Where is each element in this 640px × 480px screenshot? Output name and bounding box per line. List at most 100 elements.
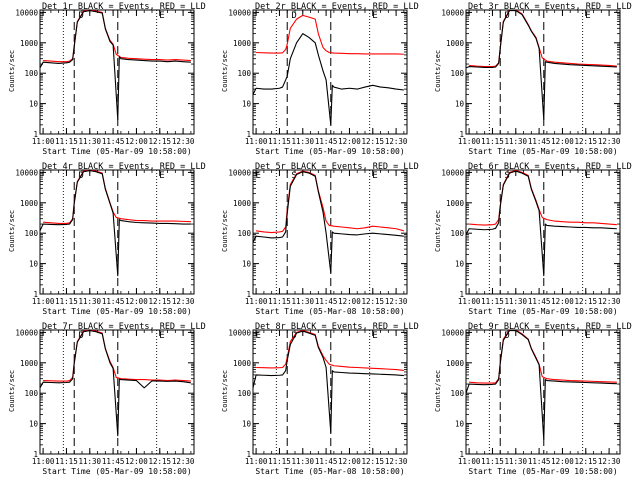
x-tick-label: 12:00 <box>338 137 361 146</box>
y-tick-label: 1 <box>33 290 38 299</box>
y-tick-label: 10000 <box>441 328 464 337</box>
x-tick-label: 11:00 <box>32 137 55 146</box>
events-series-line <box>253 330 404 434</box>
y-tick-label: 10 <box>29 260 39 269</box>
x-tick-label: 11:45 <box>102 297 125 306</box>
x-tick-label: 11:00 <box>458 297 481 306</box>
event-marker-label: E <box>256 171 261 181</box>
x-tick-label: 11:15 <box>268 297 291 306</box>
panel-title: Det 3r BLACK = Events, RED = LLD <box>468 2 632 12</box>
panel-9: Det 9r BLACK = Events, RED = LLD Counts/s… <box>434 322 632 476</box>
x-tick-label: 11:15 <box>55 457 78 466</box>
y-tick-label: 10000 <box>228 328 251 337</box>
x-tick-label: 12:00 <box>551 457 574 466</box>
plot-frame <box>465 169 621 295</box>
x-tick-label: 12:15 <box>361 457 384 466</box>
x-tick-label: 12:15 <box>574 457 597 466</box>
x-tick-label: 11:00 <box>245 457 268 466</box>
y-tick-label: 100 <box>24 229 38 238</box>
x-tick-label: 12:15 <box>361 297 384 306</box>
event-marker-label: E <box>372 11 377 21</box>
panel-2: Det 2r BLACK = Events, RED = LLD Counts/s… <box>221 2 419 156</box>
x-tick-label: 12:30 <box>598 137 621 146</box>
lld-series-line <box>256 14 404 55</box>
x-tick-label: 12:30 <box>385 297 408 306</box>
x-tick-label: 11:45 <box>315 457 338 466</box>
x-axis-label: Start Time (05-Mar-09 10:58:00) <box>42 147 191 156</box>
plot-frame <box>39 329 195 455</box>
x-tick-label: 12:15 <box>148 137 171 146</box>
x-tick-label: 11:45 <box>102 457 125 466</box>
panel-title: Det 8r BLACK = Events, RED = LLD <box>255 322 419 332</box>
lld-series-line <box>256 330 404 372</box>
x-tick-label: 11:45 <box>528 457 551 466</box>
y-tick-label: 10000 <box>441 8 464 17</box>
y-tick-label: 10 <box>455 100 465 109</box>
x-axis-label: Start Time (05-Mar-08 10:58:00) <box>255 467 404 476</box>
y-tick-label: 10000 <box>15 8 38 17</box>
y-axis-label: Counts/sec <box>221 50 229 92</box>
y-tick-label: 10 <box>455 260 465 269</box>
x-tick-label: 11:00 <box>245 137 268 146</box>
y-tick-label: 1000 <box>233 39 252 48</box>
event-marker-label: D <box>291 11 296 21</box>
event-marker-label: E <box>585 331 590 341</box>
x-tick-label: 12:15 <box>574 137 597 146</box>
x-tick-label: 12:15 <box>574 297 597 306</box>
y-tick-label: 10 <box>455 420 465 429</box>
y-tick-label: 100 <box>237 229 251 238</box>
x-tick-label: 12:30 <box>598 457 621 466</box>
y-tick-label: 100 <box>450 69 464 78</box>
y-tick-label: 1 <box>459 290 464 299</box>
x-tick-label: 12:00 <box>338 457 361 466</box>
y-tick-label: 1 <box>33 130 38 139</box>
y-tick-label: 1 <box>246 290 251 299</box>
x-tick-label: 11:45 <box>315 297 338 306</box>
x-tick-label: 11:45 <box>528 137 551 146</box>
panel-7: Det 7r BLACK = Events, RED = LLD Counts/s… <box>8 322 206 476</box>
panel-title: Det 5r BLACK = Events, RED = LLD <box>255 162 419 172</box>
y-tick-label: 100 <box>450 229 464 238</box>
x-tick-label: 11:45 <box>528 297 551 306</box>
x-tick-label: 11:15 <box>55 297 78 306</box>
x-tick-label: 12:30 <box>172 297 195 306</box>
x-tick-label: 11:30 <box>78 297 101 306</box>
x-tick-label: 12:30 <box>172 457 195 466</box>
x-tick-label: 11:30 <box>504 137 527 146</box>
x-tick-label: 11:15 <box>268 137 291 146</box>
y-tick-label: 10000 <box>228 168 251 177</box>
y-axis-label: Counts/sec <box>434 370 442 412</box>
event-marker-label: E <box>256 331 261 341</box>
y-tick-label: 100 <box>237 389 251 398</box>
panel-5: Det 5r BLACK = Events, RED = LLD Counts/s… <box>221 162 419 316</box>
x-tick-label: 12:30 <box>172 137 195 146</box>
x-tick-label: 12:00 <box>125 457 148 466</box>
panel-title: Det 2r BLACK = Events, RED = LLD <box>255 2 419 12</box>
plot-frame <box>252 329 408 455</box>
lld-series-line <box>469 330 617 384</box>
x-tick-label: 11:45 <box>102 137 125 146</box>
y-axis-label: Counts/sec <box>8 210 16 252</box>
lld-series-line <box>256 170 405 234</box>
y-tick-label: 100 <box>24 69 38 78</box>
plot-frame <box>252 169 408 295</box>
y-tick-label: 1000 <box>20 39 39 48</box>
plot-frame <box>465 9 621 135</box>
panel-8: Det 8r BLACK = Events, RED = LLD Counts/s… <box>221 322 419 476</box>
events-series-line <box>40 330 191 437</box>
y-tick-label: 1 <box>459 130 464 139</box>
event-marker-label: S <box>291 171 296 181</box>
y-tick-label: 10000 <box>15 328 38 337</box>
x-axis-label: Start Time (05-Mar-09 10:58:00) <box>42 307 191 316</box>
y-tick-label: 1000 <box>20 359 39 368</box>
x-axis-label: Start Time (05-Mar-09 10:58:00) <box>468 467 617 476</box>
x-tick-label: 12:00 <box>551 297 574 306</box>
x-tick-label: 11:45 <box>315 137 338 146</box>
y-tick-label: 1 <box>246 450 251 459</box>
x-tick-label: 12:30 <box>385 457 408 466</box>
x-tick-label: 11:30 <box>78 457 101 466</box>
x-tick-label: 12:15 <box>148 297 171 306</box>
x-axis-label: Start Time (05-Mar-09 10:58:00) <box>255 147 404 156</box>
x-tick-label: 11:30 <box>291 457 314 466</box>
y-tick-label: 1000 <box>20 199 39 208</box>
